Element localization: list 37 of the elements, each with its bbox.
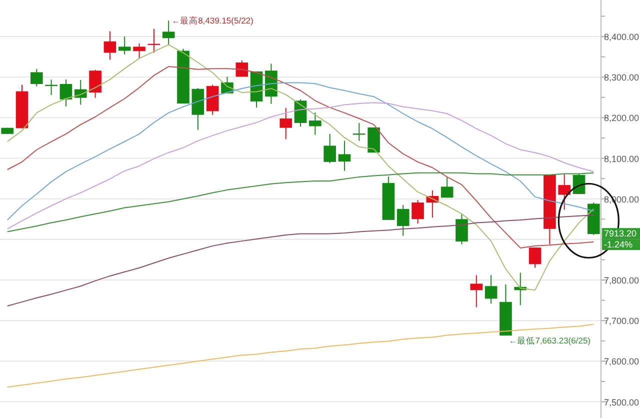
- candlestick: [133, 42, 146, 59]
- candlestick: [118, 36, 131, 55]
- line-series: [6, 82, 594, 220]
- candlestick: [89, 69, 102, 98]
- line-series: [6, 172, 594, 232]
- candlestick: [162, 20, 175, 46]
- candlestick: [30, 68, 43, 87]
- candlestick: [412, 200, 424, 224]
- line-series: [6, 324, 594, 388]
- candlestick: [338, 140, 351, 172]
- candlestick: [484, 274, 498, 304]
- y-tick-label: 8,200.00: [604, 113, 640, 124]
- candlestick: [470, 274, 483, 308]
- candlestick: [558, 174, 571, 210]
- y-tick-label: 7,500.00: [604, 397, 640, 408]
- y-tick-label: 8,400.00: [604, 32, 640, 42]
- annotation: ←最低7,663.23(6/25): [508, 336, 591, 346]
- y-tick-label: 7,600.00: [604, 356, 640, 367]
- line-series: [6, 214, 594, 306]
- text: -1.24%: [604, 240, 633, 250]
- candlestick: [528, 247, 542, 268]
- annotation: ←最高8,439.15(5/22): [172, 16, 254, 26]
- candlestick: [324, 133, 336, 164]
- y-tick-label: 7,800.00: [604, 276, 640, 286]
- text: 7913.20: [604, 228, 637, 239]
- line-series: [6, 44, 594, 291]
- y-tick-label: 8,300.00: [604, 72, 640, 83]
- candlestick: [280, 107, 292, 140]
- candlestick: [104, 30, 116, 60]
- candlestick: [456, 214, 468, 245]
- candlestick: [60, 79, 72, 107]
- candlestick: [440, 176, 454, 198]
- y-tick-label: 8,100.00: [604, 154, 640, 164]
- y-tick-label: 7,700.00: [604, 316, 640, 326]
- line-series: [6, 102, 594, 230]
- candlestick: [309, 112, 322, 136]
- candlestick: [396, 204, 410, 236]
